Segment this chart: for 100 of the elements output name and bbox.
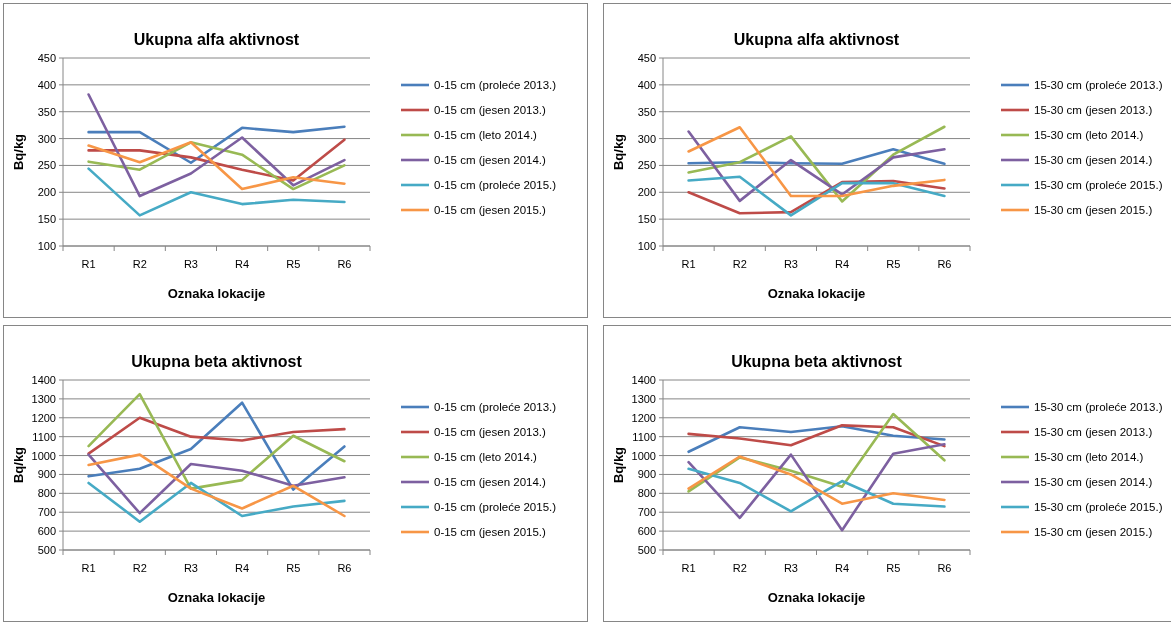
y-tick-label: 100 (637, 240, 656, 252)
legend-label: 0-15 cm (proleće 2013.) (434, 79, 557, 91)
x-tick-label: R4 (235, 258, 250, 270)
x-tick-label: R6 (337, 562, 352, 574)
y-tick-label: 300 (637, 132, 656, 145)
y-tick-label: 700 (37, 506, 56, 519)
x-tick-label: R1 (81, 562, 96, 574)
y-tick-label: 1000 (31, 449, 56, 462)
y-tick-label: 1200 (31, 411, 56, 424)
x-axis-title: Oznaka lokacije (767, 286, 866, 301)
y-tick-label: 400 (637, 78, 656, 91)
legend-label: 0-15 cm (proleće 2015.) (434, 501, 557, 513)
line-series (87, 93, 346, 198)
x-tick-label: R6 (337, 258, 352, 270)
legend-label: 15-30 cm (jesen 2015.) (1034, 526, 1153, 538)
x-tick-label: R2 (132, 562, 147, 574)
y-tick-label: 400 (37, 78, 56, 91)
legend-label: 0-15 cm (jesen 2015.) (434, 204, 547, 216)
x-tick-label: R4 (835, 562, 850, 574)
y-axis-title: Bq/kg (11, 133, 26, 171)
y-tick-label: 450 (637, 52, 656, 64)
chart-title: Ukupna beta aktivnost (731, 353, 903, 370)
y-tick-label: 250 (637, 159, 656, 172)
y-tick-label: 100 (37, 240, 56, 252)
line-series (687, 467, 946, 513)
legend-label: 0-15 cm (proleće 2013.) (434, 401, 557, 413)
x-tick-label: R2 (132, 258, 147, 270)
y-tick-label: 250 (37, 159, 56, 172)
line-series (87, 125, 346, 165)
chart-title: Ukupna alfa aktivnost (733, 31, 900, 48)
legend-label: 0-15 cm (jesen 2014.) (434, 476, 547, 488)
x-tick-label: R1 (681, 562, 696, 574)
legend-label: 15-30 cm (leto 2014.) (1034, 451, 1144, 463)
line-series (87, 481, 346, 523)
y-tick-label: 350 (637, 105, 656, 118)
y-tick-label: 350 (37, 105, 56, 118)
y-tick-label: 1300 (31, 392, 56, 405)
x-tick-label: R5 (286, 562, 301, 574)
x-tick-label: R5 (286, 258, 301, 270)
legend-label: 15-30 cm (proleće 2015.) (1034, 179, 1163, 191)
y-tick-label: 200 (37, 186, 56, 199)
legend-label: 15-30 cm (jesen 2014.) (1034, 476, 1153, 488)
line-series (687, 424, 946, 448)
legend-label: 0-15 cm (jesen 2014.) (434, 154, 547, 166)
x-axis-title: Oznaka lokacije (767, 590, 866, 605)
x-tick-label: R2 (732, 562, 747, 574)
y-tick-label: 500 (637, 544, 656, 556)
x-tick-label: R6 (937, 562, 952, 574)
x-tick-label: R2 (732, 258, 747, 270)
line-series (87, 416, 346, 455)
legend-label: 15-30 cm (proleće 2013.) (1034, 79, 1163, 91)
legend-label: 15-30 cm (leto 2014.) (1034, 129, 1144, 141)
legend-label: 0-15 cm (leto 2014.) (434, 451, 538, 463)
y-tick-label: 900 (37, 468, 56, 481)
legend-label: 0-15 cm (jesen 2013.) (434, 426, 547, 438)
y-tick-label: 150 (637, 213, 656, 226)
legend-label: 0-15 cm (jesen 2015.) (434, 526, 547, 538)
x-tick-label: R3 (783, 562, 798, 574)
chart-title: Ukupna beta aktivnost (131, 353, 303, 370)
line-series (687, 442, 946, 532)
y-tick-label: 450 (37, 52, 56, 64)
y-tick-label: 1100 (32, 430, 56, 443)
legend-label: 0-15 cm (proleće 2015.) (434, 179, 557, 191)
legend-label: 15-30 cm (jesen 2015.) (1034, 204, 1153, 216)
y-tick-label: 1400 (631, 374, 656, 386)
x-tick-label: R6 (937, 258, 952, 270)
x-axis-title: Oznaka lokacije (167, 286, 266, 301)
x-tick-label: R4 (835, 258, 850, 270)
x-tick-label: R3 (183, 258, 198, 270)
y-tick-label: 150 (37, 213, 56, 226)
y-tick-label: 1400 (31, 374, 56, 386)
y-tick-label: 600 (637, 525, 656, 538)
legend-label: 0-15 cm (jesen 2013.) (434, 104, 547, 116)
y-axis-title: Bq/kg (611, 446, 626, 484)
line-series (687, 455, 946, 506)
y-tick-label: 1000 (631, 449, 656, 462)
line-series (87, 141, 346, 191)
y-tick-label: 1200 (631, 411, 656, 424)
y-axis-title: Bq/kg (11, 446, 26, 484)
y-tick-label: 700 (637, 506, 656, 519)
y-tick-label: 1100 (632, 430, 656, 443)
x-tick-label: R3 (783, 258, 798, 270)
y-tick-label: 800 (37, 487, 56, 500)
x-axis-title: Oznaka lokacije (167, 590, 266, 605)
legend-label: 0-15 cm (leto 2014.) (434, 129, 538, 141)
x-tick-label: R1 (81, 258, 96, 270)
x-tick-label: R4 (235, 562, 250, 574)
x-tick-label: R5 (886, 258, 901, 270)
y-tick-label: 500 (37, 544, 56, 556)
legend-label: 15-30 cm (proleće 2013.) (1034, 401, 1163, 413)
y-tick-label: 200 (637, 186, 656, 199)
y-tick-label: 1300 (631, 392, 656, 405)
y-tick-label: 300 (37, 132, 56, 145)
y-tick-label: 800 (637, 487, 656, 500)
legend-label: 15-30 cm (jesen 2014.) (1034, 154, 1153, 166)
chart-title: Ukupna alfa aktivnost (133, 31, 300, 48)
y-axis-title: Bq/kg (611, 133, 626, 171)
y-tick-label: 600 (37, 525, 56, 538)
legend-label: 15-30 cm (jesen 2013.) (1034, 104, 1153, 116)
legend-label: 15-30 cm (jesen 2013.) (1034, 426, 1153, 438)
